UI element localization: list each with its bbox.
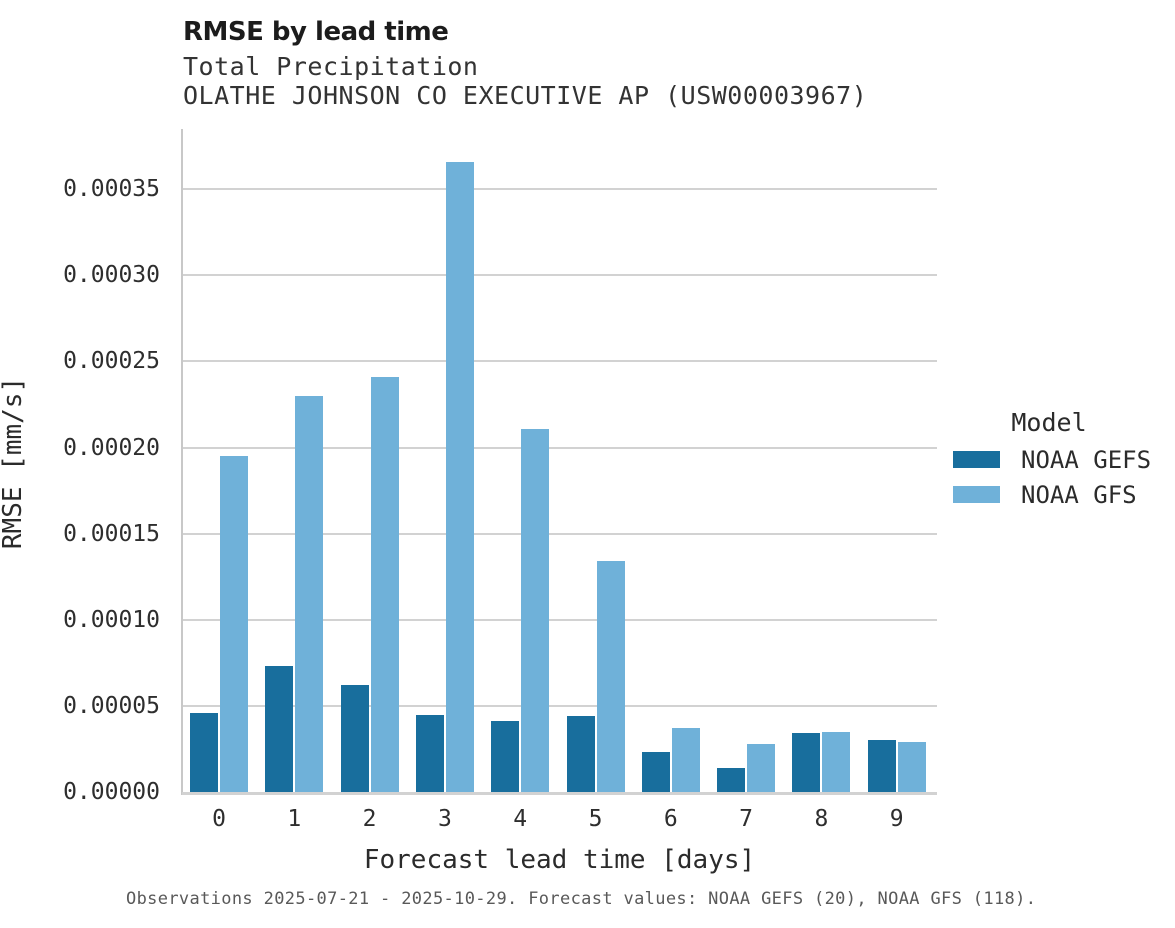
bar-noaa-gfs-lead-7 xyxy=(747,743,776,792)
gridline xyxy=(182,532,937,535)
chart-station-line: OLATHE JOHNSON CO EXECUTIVE AP (USW00003… xyxy=(183,81,868,110)
y-tick-label: 0.00020 xyxy=(63,434,160,461)
x-tick-label: 8 xyxy=(814,806,829,832)
bar-noaa-gfs-lead-6 xyxy=(671,728,700,792)
legend: Model NOAA GEFS NOAA GFS xyxy=(945,408,1170,517)
legend-swatch-noaa-gefs xyxy=(953,451,1000,468)
x-tick-label: 5 xyxy=(588,806,603,832)
bar-noaa-gefs-lead-2 xyxy=(340,685,369,792)
y-axis-title: RMSE [mm/s] xyxy=(0,376,28,550)
bar-noaa-gfs-lead-5 xyxy=(596,561,625,792)
bar-noaa-gfs-lead-8 xyxy=(822,731,851,792)
x-tick-label: 0 xyxy=(212,806,226,832)
y-tick-label: 0.00000 xyxy=(63,779,160,805)
footer-note: Observations 2025-07-21 - 2025-10-29. Fo… xyxy=(126,889,1037,909)
x-tick-label: 1 xyxy=(287,806,302,832)
gridline xyxy=(182,360,937,363)
x-axis-title: Forecast lead time [days] xyxy=(363,845,756,875)
bar-noaa-gfs-lead-4 xyxy=(521,428,550,792)
y-tick-label: 0.00035 xyxy=(63,176,160,203)
bar-noaa-gfs-lead-9 xyxy=(897,742,926,792)
bar-noaa-gefs-lead-3 xyxy=(415,714,444,792)
gridline xyxy=(182,618,937,621)
bar-noaa-gefs-lead-6 xyxy=(641,752,670,792)
legend-entry-noaa-gefs: NOAA GEFS xyxy=(945,447,1170,482)
x-tick-label: 6 xyxy=(663,806,678,832)
x-tick-label: 9 xyxy=(889,806,904,832)
gridline xyxy=(182,188,937,191)
gridline xyxy=(182,274,937,277)
bar-noaa-gefs-lead-7 xyxy=(717,767,746,792)
bar-noaa-gefs-lead-9 xyxy=(867,740,896,792)
bar-noaa-gefs-lead-5 xyxy=(566,716,595,792)
legend-label: NOAA GEFS xyxy=(1021,446,1152,474)
legend-entry-noaa-gfs: NOAA GFS xyxy=(945,482,1170,517)
legend-swatch-noaa-gfs xyxy=(953,486,1000,503)
bar-noaa-gfs-lead-1 xyxy=(295,395,324,792)
bar-noaa-gfs-lead-0 xyxy=(220,456,248,792)
x-tick-label: 3 xyxy=(437,806,452,832)
legend-entries: NOAA GEFS NOAA GFS xyxy=(945,447,1170,517)
bar-noaa-gefs-lead-1 xyxy=(265,666,294,792)
bar-noaa-gfs-lead-3 xyxy=(445,161,474,792)
x-tick-label: 7 xyxy=(739,806,754,832)
gridline xyxy=(182,704,937,707)
bar-noaa-gefs-lead-0 xyxy=(190,712,218,792)
y-tick-label: 0.00010 xyxy=(63,606,160,633)
chart-subtitle: Total Precipitation xyxy=(183,52,479,81)
x-tick-label: 4 xyxy=(513,806,528,832)
gridline xyxy=(182,446,937,449)
bar-noaa-gefs-lead-4 xyxy=(491,721,520,792)
y-tick-label: 0.00025 xyxy=(63,348,160,375)
y-tick-label: 0.00015 xyxy=(63,520,160,547)
y-tick-label: 0.00030 xyxy=(63,262,160,289)
x-tick-label: 2 xyxy=(362,806,377,832)
bar-noaa-gefs-lead-8 xyxy=(792,733,821,792)
legend-label: NOAA GFS xyxy=(1021,481,1137,509)
y-tick-label: 0.00005 xyxy=(63,692,160,719)
y-axis-line xyxy=(181,129,183,795)
legend-title: Model xyxy=(1011,408,1087,437)
x-axis-line xyxy=(182,792,937,795)
chart-title: RMSE by lead time xyxy=(183,17,449,47)
bar-noaa-gfs-lead-2 xyxy=(370,376,399,792)
